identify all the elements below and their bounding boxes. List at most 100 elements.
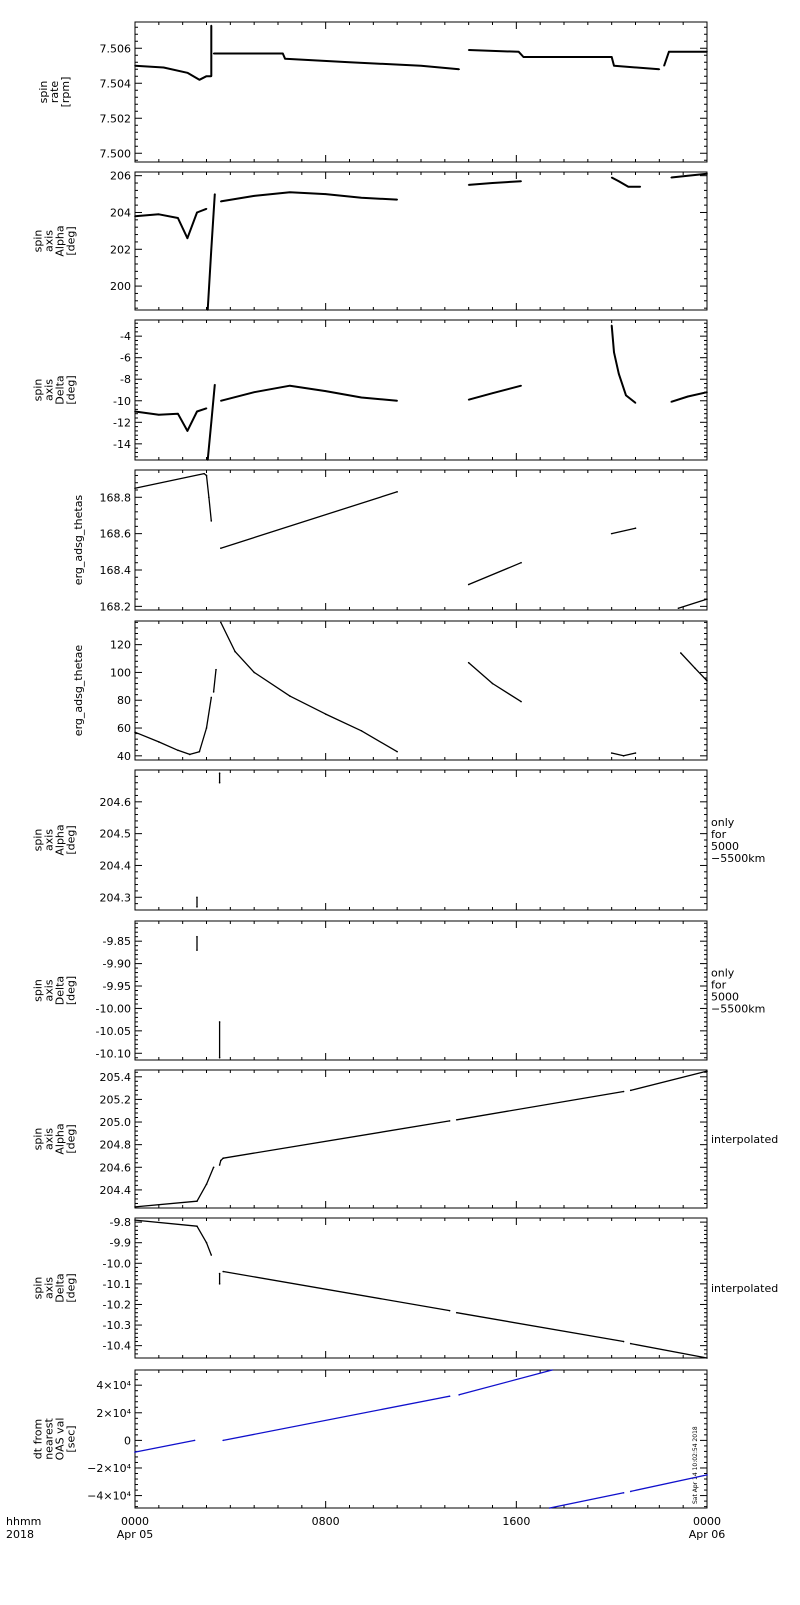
data-point	[639, 185, 642, 188]
data-point	[177, 217, 179, 219]
data-point	[210, 696, 213, 699]
data-series	[468, 180, 522, 186]
data-point	[610, 532, 613, 535]
y-tick-label: 100	[110, 666, 131, 679]
y-axis-label: Alpha	[54, 824, 67, 855]
data-point	[218, 781, 221, 784]
data-series	[458, 1369, 553, 1396]
right-note: interpolated	[711, 1282, 778, 1295]
y-axis-label: Alpha	[54, 1123, 67, 1154]
data-point	[198, 78, 201, 81]
data-point	[610, 324, 613, 327]
data-series	[223, 1120, 450, 1159]
y-tick-label: 205.0	[100, 1116, 132, 1129]
y-tick-label: 204.4	[100, 859, 132, 872]
data-point	[205, 208, 208, 210]
y-tick-label: 168.2	[100, 600, 132, 613]
data-series	[220, 191, 398, 203]
y-tick-label: 204.6	[100, 796, 132, 809]
data-point	[448, 1309, 451, 1312]
data-point	[186, 430, 189, 432]
y-axis-label: axis	[43, 230, 56, 252]
y-axis-label: spin	[32, 379, 45, 402]
data-point	[198, 750, 201, 753]
right-note: only	[711, 816, 735, 829]
y-tick-label: 204.3	[100, 891, 132, 904]
data-point	[634, 752, 637, 754]
data-point	[215, 668, 217, 671]
y-tick-label: 202	[110, 243, 131, 256]
data-series	[468, 384, 522, 401]
data-point	[618, 180, 620, 182]
data-point	[205, 407, 208, 410]
data-point	[677, 607, 680, 609]
y-axis-label: Delta	[54, 375, 67, 404]
data-point	[218, 1164, 221, 1166]
data-series	[220, 622, 398, 753]
data-point	[212, 52, 215, 55]
data-point	[348, 61, 351, 64]
data-point	[458, 68, 460, 71]
data-point	[134, 1219, 136, 1221]
data-series	[468, 662, 522, 703]
data-point	[206, 459, 209, 461]
y-tick-label: 205.2	[100, 1093, 132, 1106]
data-point	[670, 401, 673, 403]
y-axis-label: [deg]	[65, 1124, 78, 1153]
y-tick-label: 204	[110, 206, 131, 219]
data-point	[203, 472, 205, 475]
y-axis-label: erg_adsg_thetae	[72, 645, 85, 737]
y-tick-label: 7.500	[100, 147, 132, 160]
y-tick-label: 204.5	[100, 828, 132, 841]
data-series	[678, 598, 708, 609]
data-point	[629, 1490, 632, 1493]
y-axis-label: spin	[32, 1277, 45, 1300]
data-point	[625, 394, 627, 397]
data-point	[220, 1159, 222, 1162]
data-series	[213, 52, 460, 71]
data-point	[162, 66, 165, 69]
data-point	[193, 1439, 196, 1442]
y-axis-label: [deg]	[65, 1273, 78, 1302]
panel-frame	[134, 319, 708, 461]
y-tick-label: -10.3	[103, 1319, 131, 1332]
data-point	[706, 173, 708, 175]
y-axis-label: [deg]	[65, 226, 78, 255]
data-point	[618, 373, 620, 375]
data-point	[212, 1166, 215, 1169]
data-point	[694, 667, 696, 670]
data-point	[205, 75, 208, 78]
data-series	[134, 1439, 195, 1453]
data-point	[196, 906, 198, 908]
data-point	[634, 527, 637, 529]
data-point	[610, 176, 613, 179]
y-axis-label: Alpha	[54, 225, 67, 256]
data-point	[706, 598, 708, 600]
data-series	[220, 491, 398, 549]
panel-frame	[134, 21, 708, 163]
data-series	[456, 1312, 624, 1343]
data-point	[205, 1183, 208, 1186]
right-note: for	[711, 828, 727, 841]
data-point	[629, 1342, 632, 1345]
right-note: 5000	[711, 840, 739, 853]
data-point	[218, 1283, 221, 1285]
data-point	[177, 749, 179, 752]
y-tick-label: 7.504	[100, 77, 132, 90]
x-tick-date-label: Apr 06	[689, 1528, 726, 1541]
data-point	[613, 64, 615, 67]
data-point	[222, 1157, 224, 1160]
data-point	[206, 309, 209, 311]
data-point	[205, 474, 208, 477]
data-point	[396, 491, 398, 493]
data-series	[630, 1474, 708, 1493]
y-tick-label: 168.4	[100, 564, 132, 577]
data-point	[196, 935, 198, 938]
data-point	[196, 1200, 198, 1203]
data-point	[610, 56, 613, 58]
panel-frame	[134, 1217, 708, 1359]
data-point	[222, 1439, 224, 1442]
